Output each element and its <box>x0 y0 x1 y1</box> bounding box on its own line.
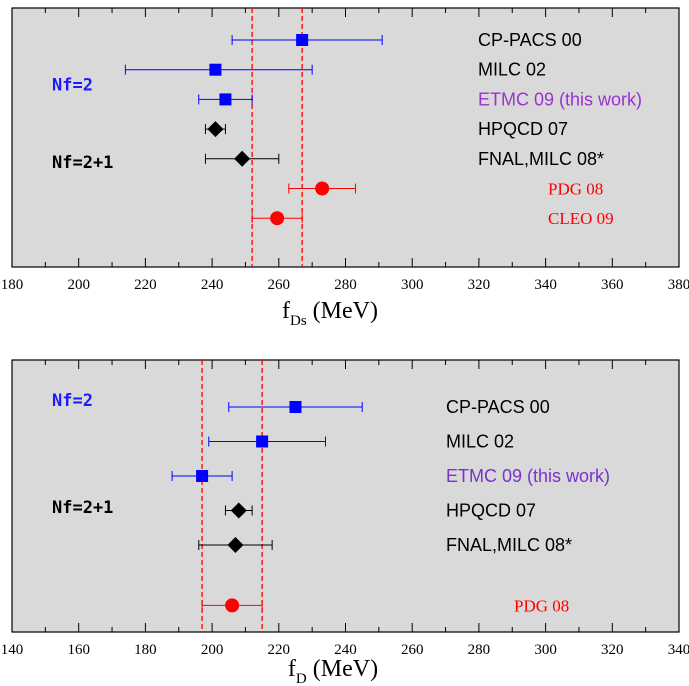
x-tick-label: 340 <box>668 642 689 658</box>
series-label: PDG 08 <box>548 180 603 199</box>
series-label: CLEO 09 <box>548 209 614 228</box>
data-point-diamond <box>234 150 251 167</box>
group-label: Nf=2+1 <box>52 153 113 173</box>
series-label: FNAL,MILC 08* <box>478 149 604 169</box>
x-tick-label: 240 <box>201 277 224 293</box>
data-point-square <box>296 34 309 46</box>
data-point-square <box>256 435 269 448</box>
series-label: HPQCD 07 <box>446 501 536 521</box>
x-tick-label: 300 <box>401 277 424 293</box>
x-tick-label: 280 <box>334 277 357 293</box>
x-axis-label: fDs (MeV) <box>282 298 378 329</box>
data-point-diamond <box>207 121 224 138</box>
data-point-diamond <box>227 537 244 553</box>
data-point-circle <box>315 181 330 196</box>
data-point-diamond <box>230 502 247 519</box>
x-tick-label: 220 <box>134 277 157 293</box>
series-label: CP-PACS 00 <box>478 30 582 50</box>
group-label: Nf=2+1 <box>52 498 113 518</box>
series-label: MILC 02 <box>478 60 546 80</box>
chart-2: 140 160 180 200 220 240 260 280 300 320 340 CP-PACS… <box>1 359 689 686</box>
chart-1: 180 200 220 240 260 280 300 320 340 360 380 CP-PACS… <box>1 7 689 329</box>
data-point-square <box>196 470 209 482</box>
data-point-square <box>289 401 302 413</box>
group-label: Nf=2 <box>52 391 93 411</box>
series-label: ETMC 09 (this work) <box>478 89 642 109</box>
x-tick-label: 300 <box>534 642 557 658</box>
x-tick-label: 220 <box>268 642 291 658</box>
group-label: Nf=2 <box>52 76 93 96</box>
series-label: CP-PACS 00 <box>446 397 550 417</box>
series-label: HPQCD 07 <box>478 119 568 139</box>
data-point-circle <box>225 598 240 613</box>
x-tick-label: 320 <box>468 277 491 293</box>
series-label: ETMC 09 (this work) <box>446 466 610 486</box>
x-tick-label: 360 <box>601 277 624 293</box>
data-point-circle <box>270 211 285 226</box>
series-label: MILC 02 <box>446 432 514 452</box>
x-tick-label: 200 <box>201 642 224 658</box>
x-tick-label: 380 <box>668 277 689 293</box>
x-axis-label: fD (MeV) <box>288 656 378 686</box>
x-tick-label: 240 <box>334 642 357 658</box>
x-tick-label: 140 <box>1 642 24 658</box>
plot-area <box>11 359 680 633</box>
series-label: PDG 08 <box>514 596 569 615</box>
x-tick-label: 260 <box>401 642 424 658</box>
x-tick-label: 280 <box>468 642 491 658</box>
x-tick-label: 180 <box>1 277 24 293</box>
series-label: FNAL,MILC 08* <box>446 535 572 555</box>
x-tick-label: 160 <box>67 642 90 658</box>
x-tick-label: 180 <box>134 642 157 658</box>
data-point-square <box>219 93 232 106</box>
plot-area <box>11 7 680 268</box>
x-tick-label: 200 <box>67 277 90 293</box>
x-tick-label: 260 <box>268 277 291 293</box>
x-tick-label: 320 <box>601 642 624 658</box>
x-tick-label: 340 <box>534 277 557 293</box>
data-point-square <box>209 63 222 76</box>
